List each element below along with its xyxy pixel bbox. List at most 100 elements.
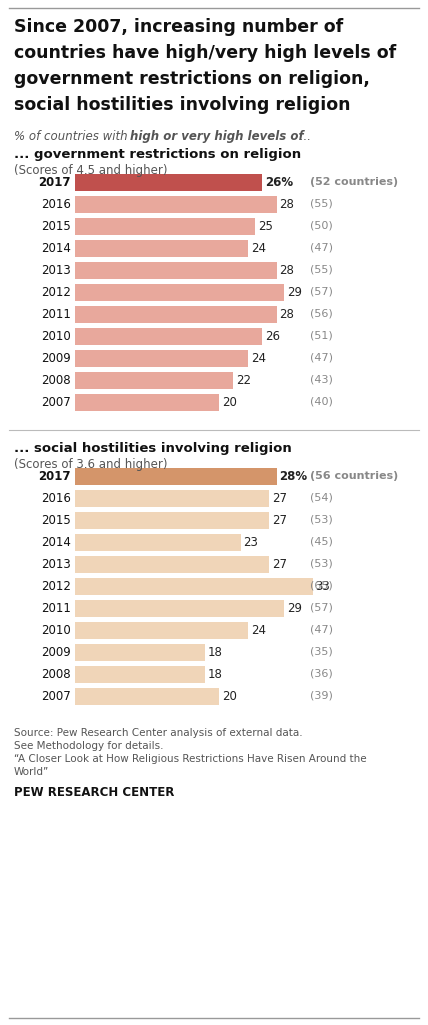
Text: 2013: 2013 bbox=[41, 263, 71, 277]
Text: (50): (50) bbox=[310, 221, 333, 231]
Text: 29: 29 bbox=[287, 602, 302, 615]
Text: 2011: 2011 bbox=[41, 308, 71, 321]
Text: 24: 24 bbox=[251, 623, 266, 637]
Bar bbox=[75, 261, 276, 279]
Text: 2009: 2009 bbox=[41, 352, 71, 365]
Text: (53): (53) bbox=[310, 515, 333, 525]
Text: 20: 20 bbox=[222, 396, 237, 409]
Text: (65): (65) bbox=[310, 581, 333, 591]
Text: PEW RESEARCH CENTER: PEW RESEARCH CENTER bbox=[14, 786, 174, 800]
Text: (Scores of 3.6 and higher): (Scores of 3.6 and higher) bbox=[14, 458, 167, 472]
Text: 2014: 2014 bbox=[41, 535, 71, 548]
Bar bbox=[75, 217, 255, 235]
Text: 2008: 2008 bbox=[42, 373, 71, 386]
Text: 28: 28 bbox=[279, 198, 294, 210]
Text: 2012: 2012 bbox=[41, 579, 71, 592]
Text: ... government restrictions on religion: ... government restrictions on religion bbox=[14, 148, 301, 161]
Text: (39): (39) bbox=[310, 691, 333, 701]
Bar bbox=[75, 533, 241, 550]
Bar bbox=[75, 665, 205, 683]
Bar bbox=[75, 621, 248, 639]
Bar bbox=[75, 600, 284, 616]
Text: 28%: 28% bbox=[279, 469, 308, 483]
Text: (56): (56) bbox=[310, 309, 333, 319]
Text: 2010: 2010 bbox=[41, 623, 71, 637]
Text: (36): (36) bbox=[310, 669, 333, 679]
Bar bbox=[75, 490, 269, 506]
Bar bbox=[75, 350, 248, 367]
Text: 20: 20 bbox=[222, 690, 237, 702]
Text: 2012: 2012 bbox=[41, 286, 71, 298]
Text: (45): (45) bbox=[310, 537, 333, 547]
Bar bbox=[75, 467, 276, 485]
Text: government restrictions on religion,: government restrictions on religion, bbox=[14, 70, 370, 88]
Bar bbox=[75, 284, 284, 300]
Text: (47): (47) bbox=[310, 353, 333, 363]
Text: (52 countries): (52 countries) bbox=[310, 177, 398, 187]
Text: social hostilities involving religion: social hostilities involving religion bbox=[14, 96, 351, 114]
Text: (54): (54) bbox=[310, 493, 333, 503]
Text: 18: 18 bbox=[208, 646, 223, 658]
Text: % of countries with: % of countries with bbox=[14, 130, 131, 144]
Text: 2011: 2011 bbox=[41, 602, 71, 615]
Text: 28: 28 bbox=[279, 263, 294, 277]
Text: 2015: 2015 bbox=[41, 514, 71, 527]
Bar bbox=[75, 240, 248, 256]
Text: (55): (55) bbox=[310, 199, 333, 209]
Text: 2010: 2010 bbox=[41, 329, 71, 342]
Text: ...: ... bbox=[296, 130, 311, 144]
Text: 2008: 2008 bbox=[42, 667, 71, 681]
Bar bbox=[75, 577, 312, 594]
Text: high or very high levels of: high or very high levels of bbox=[130, 130, 303, 144]
Text: ... social hostilities involving religion: ... social hostilities involving religio… bbox=[14, 442, 292, 455]
Text: 24: 24 bbox=[251, 242, 266, 254]
Text: See Methodology for details.: See Methodology for details. bbox=[14, 741, 163, 751]
Bar bbox=[75, 305, 276, 323]
Bar bbox=[75, 556, 269, 573]
Text: 2007: 2007 bbox=[41, 396, 71, 409]
Text: 28: 28 bbox=[279, 308, 294, 321]
Bar bbox=[75, 196, 276, 212]
Text: 2007: 2007 bbox=[41, 690, 71, 702]
Text: 24: 24 bbox=[251, 352, 266, 365]
Bar bbox=[75, 644, 205, 660]
Text: (53): (53) bbox=[310, 559, 333, 569]
Text: “A Closer Look at How Religious Restrictions Have Risen Around the: “A Closer Look at How Religious Restrict… bbox=[14, 754, 367, 764]
Bar bbox=[75, 173, 262, 191]
Bar bbox=[75, 511, 269, 529]
Text: 2017: 2017 bbox=[39, 469, 71, 483]
Text: Since 2007, increasing number of: Since 2007, increasing number of bbox=[14, 18, 343, 36]
Text: (57): (57) bbox=[310, 603, 333, 613]
Text: 2017: 2017 bbox=[39, 175, 71, 189]
Bar bbox=[75, 328, 262, 344]
Bar bbox=[75, 371, 233, 388]
Text: 25: 25 bbox=[258, 219, 273, 233]
Text: 2016: 2016 bbox=[41, 198, 71, 210]
Text: (57): (57) bbox=[310, 287, 333, 297]
Text: 2009: 2009 bbox=[41, 646, 71, 658]
Text: 27: 27 bbox=[272, 514, 287, 527]
Text: (55): (55) bbox=[310, 265, 333, 275]
Text: (35): (35) bbox=[310, 647, 333, 657]
Text: Source: Pew Research Center analysis of external data.: Source: Pew Research Center analysis of … bbox=[14, 728, 303, 738]
Text: 26: 26 bbox=[265, 329, 280, 342]
Text: 26%: 26% bbox=[265, 175, 293, 189]
Text: 33: 33 bbox=[315, 579, 330, 592]
Text: 2016: 2016 bbox=[41, 492, 71, 504]
Text: (56 countries): (56 countries) bbox=[310, 472, 398, 481]
Text: 2014: 2014 bbox=[41, 242, 71, 254]
Text: (51): (51) bbox=[310, 331, 333, 341]
Text: 2015: 2015 bbox=[41, 219, 71, 233]
Text: (47): (47) bbox=[310, 243, 333, 253]
Text: 23: 23 bbox=[244, 535, 259, 548]
Text: (47): (47) bbox=[310, 625, 333, 636]
Text: 2013: 2013 bbox=[41, 558, 71, 571]
Text: (43): (43) bbox=[310, 375, 333, 385]
Text: countries have high/very high levels of: countries have high/very high levels of bbox=[14, 44, 396, 62]
Text: (Scores of 4.5 and higher): (Scores of 4.5 and higher) bbox=[14, 164, 167, 177]
Bar bbox=[75, 688, 219, 704]
Text: (40): (40) bbox=[310, 397, 333, 407]
Text: 22: 22 bbox=[236, 373, 251, 386]
Text: 27: 27 bbox=[272, 558, 287, 571]
Text: World”: World” bbox=[14, 767, 49, 777]
